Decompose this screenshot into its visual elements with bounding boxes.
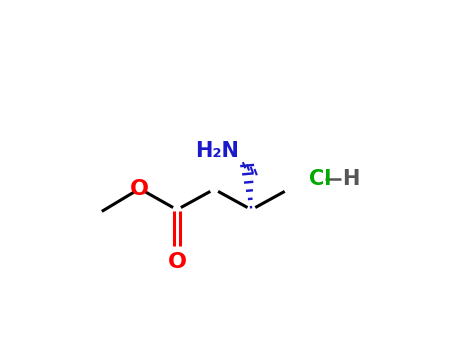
Text: O: O: [130, 179, 149, 199]
Text: H: H: [342, 169, 359, 189]
Text: H₂N: H₂N: [195, 141, 239, 161]
Text: Cl: Cl: [309, 169, 331, 189]
Text: O: O: [167, 252, 187, 272]
